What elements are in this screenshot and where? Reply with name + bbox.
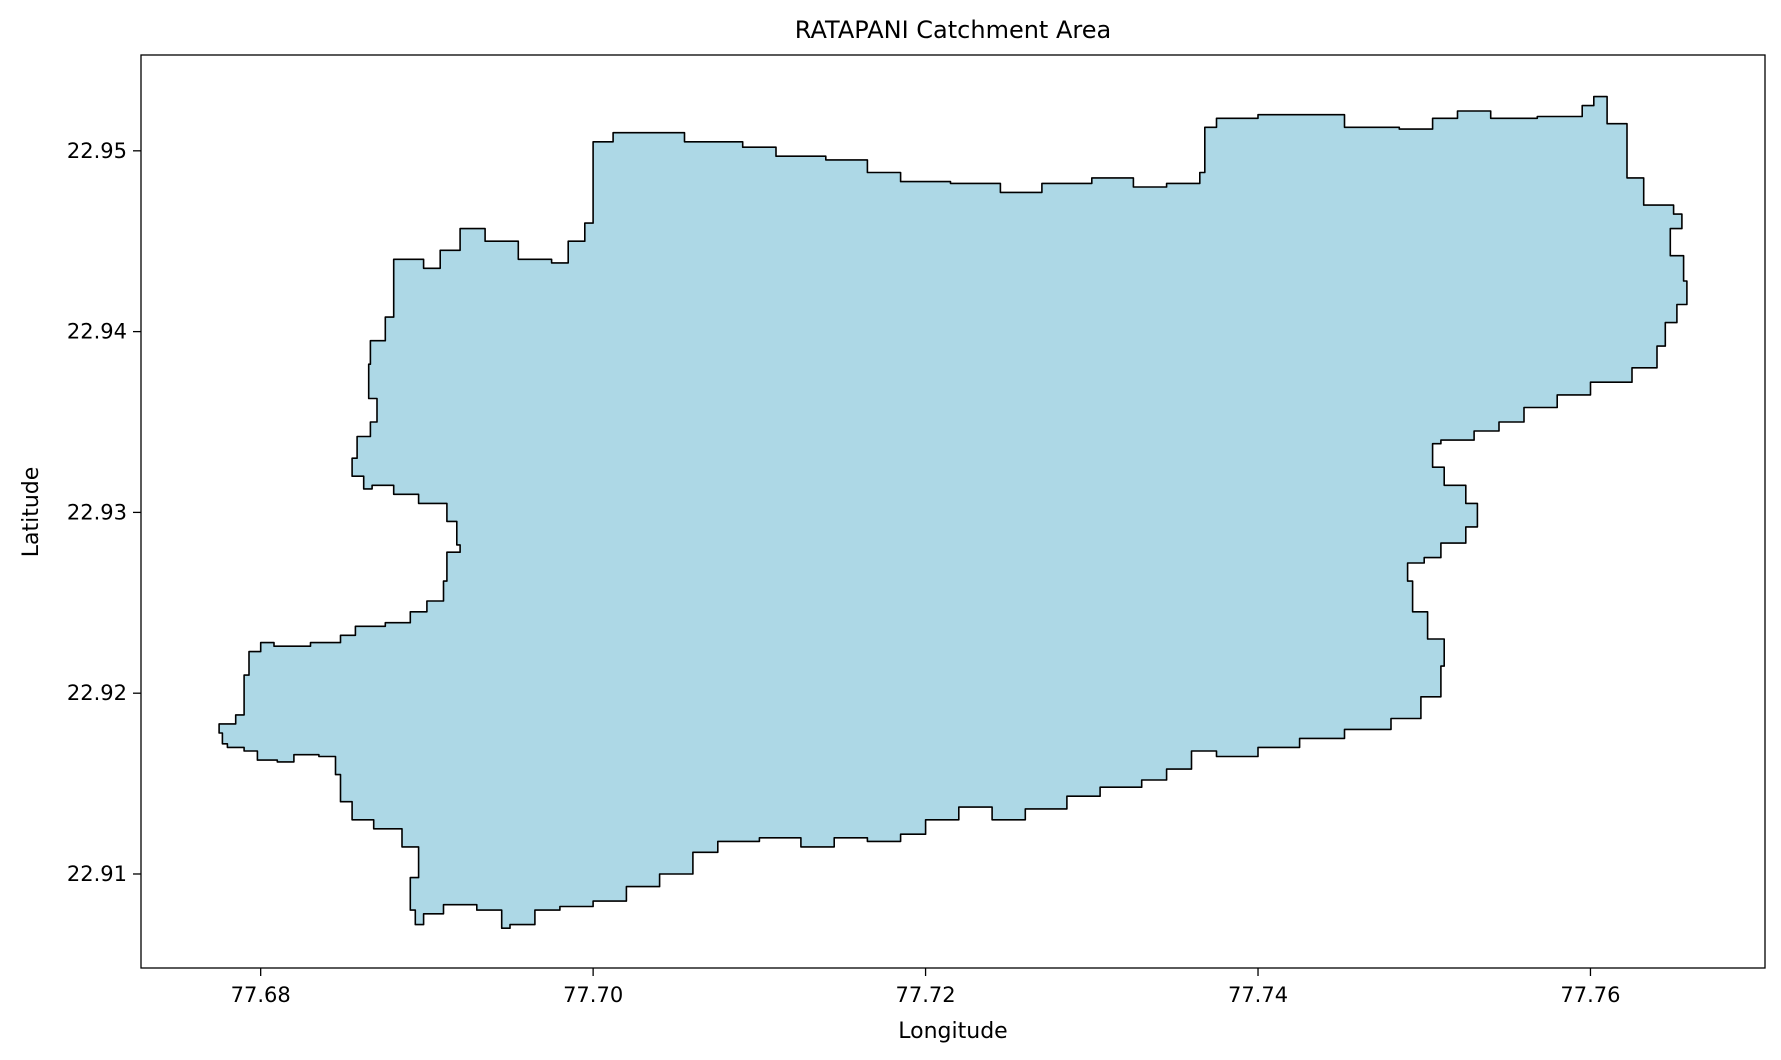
y-tick-label: 22.92 [67, 681, 127, 705]
x-tick-label: 77.72 [896, 983, 956, 1007]
catchment-area-polygon [218, 95, 1688, 930]
y-tick-label: 22.91 [67, 862, 127, 886]
plot-frame [140, 54, 1766, 969]
y-tick-label: 22.93 [67, 500, 127, 524]
x-axis-ticks: 77.68 77.70 77.72 77.74 77.76 [231, 968, 1621, 1007]
x-axis-label: Longitude [898, 1019, 1007, 1044]
x-tick-label: 77.68 [231, 983, 291, 1007]
y-tick-label: 22.95 [67, 139, 127, 163]
y-axis-label: Latitude [19, 467, 44, 558]
chart-title: RATAPANI Catchment Area [795, 16, 1111, 44]
y-tick-label: 22.94 [67, 320, 127, 344]
x-tick-label: 77.76 [1560, 983, 1620, 1007]
x-tick-label: 77.70 [563, 983, 623, 1007]
y-axis-ticks: 22.91 22.92 22.93 22.94 22.95 [67, 139, 141, 886]
x-tick-label: 77.74 [1228, 983, 1288, 1007]
